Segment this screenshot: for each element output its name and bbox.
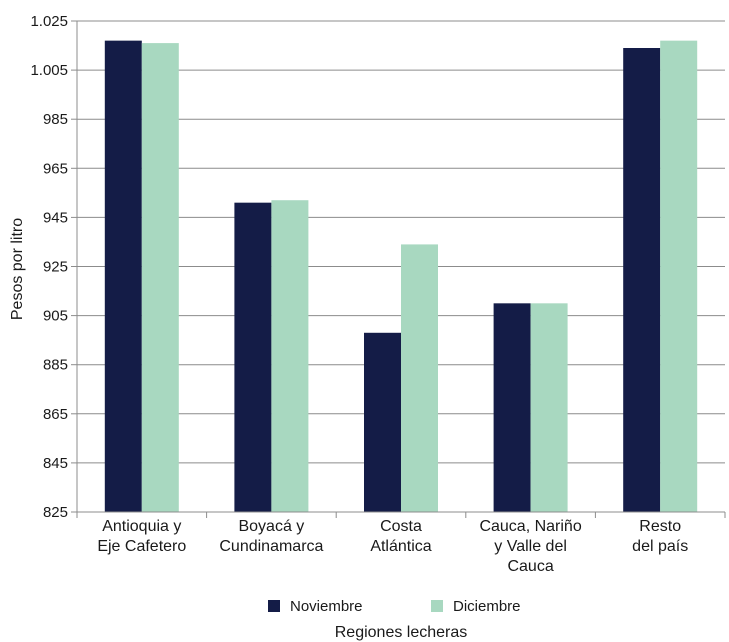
category-label: Resto del país <box>632 518 688 555</box>
y-tick-label: 825 <box>43 504 68 521</box>
y-tick-label: 925 <box>43 259 68 276</box>
y-tick-label: 905 <box>43 308 68 325</box>
bar-diciembre-4 <box>530 303 568 512</box>
y-axis-label: Pesos por litro <box>9 218 26 320</box>
category-label: Cauca, Nariño y Valle del Cauca <box>479 518 581 575</box>
bar-diciembre-2 <box>271 200 309 512</box>
legend: Noviembre Diciembre <box>268 598 521 615</box>
category-label: Costa Atlántica <box>370 518 431 555</box>
bar-diciembre-1 <box>141 43 179 512</box>
x-axis-label: Regiones lecheras <box>335 624 468 641</box>
legend-swatch-noviembre <box>268 600 280 612</box>
bars <box>104 40 698 513</box>
bar-noviembre-3 <box>364 332 401 512</box>
x-axis <box>76 21 726 518</box>
bar-diciembre-3 <box>401 244 438 512</box>
y-tick-label: 945 <box>43 209 68 226</box>
legend-label-noviembre: Noviembre <box>290 598 363 615</box>
y-tick-label: 965 <box>43 160 68 177</box>
legend-label-diciembre: Diciembre <box>453 598 521 615</box>
y-tick-label: 885 <box>43 357 68 374</box>
category-label: Boyacá y Cundinamarca <box>219 518 323 555</box>
category-label: Antioquia y Eje Cafetero <box>97 518 186 555</box>
bar-noviembre-4 <box>493 303 531 512</box>
y-tick-label: 1.025 <box>30 13 68 30</box>
y-tick-label: 865 <box>43 406 68 423</box>
y-tick-label: 845 <box>43 455 68 472</box>
bar-noviembre-2 <box>234 202 272 513</box>
bar-noviembre-1 <box>104 40 142 512</box>
bar-noviembre-5 <box>623 48 661 512</box>
y-tick-label: 985 <box>43 111 68 128</box>
category-labels: Antioquia y Eje Cafetero Boyacá y Cundinama… <box>97 518 688 575</box>
bar-diciembre-5 <box>660 40 698 512</box>
y-tick-label: 1.005 <box>30 62 68 79</box>
y-axis-ticks: 825 845 865 885 905 925 945 965 985 1.005 1.025 <box>30 13 77 521</box>
legend-swatch-diciembre <box>431 600 443 612</box>
